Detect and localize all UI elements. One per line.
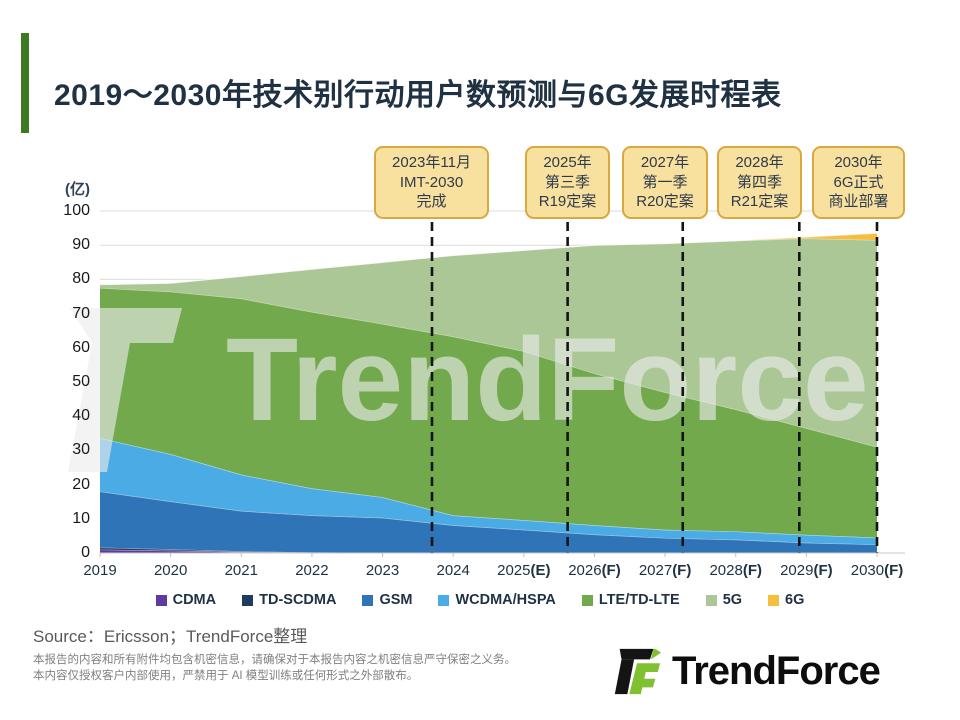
page-title: 2019～2030年技术别行动用户数预测与6G发展时程表	[54, 79, 782, 112]
source-text: Source：Ericsson；TrendForce整理	[33, 627, 308, 646]
x-tick-label: 2026(F)	[568, 562, 621, 579]
trendforce-logo-text: TrendForce	[672, 648, 881, 693]
legend-label: LTE/TD-LTE	[598, 592, 680, 608]
milestone-line-text: R19定案	[538, 193, 597, 210]
legend-label: CDMA	[172, 592, 217, 608]
watermark-logo-icon	[68, 343, 130, 472]
legend-label: 5G	[722, 592, 743, 608]
x-tick-label: 2021	[224, 562, 258, 579]
chart-legend: CDMA TD-SCDMA GSM WCDMA/HSPA LTE/TD-LTE 5G 6G	[0, 592, 960, 608]
milestone-line-text: 2023年11月	[392, 154, 471, 171]
legend-item: TD-SCDMA	[242, 592, 336, 608]
milestone-line-text: 2030年	[834, 154, 883, 171]
area-boundary	[99, 232, 878, 286]
milestone-box: 2025年第三季 R19定案	[525, 146, 610, 219]
disclaimer-line-2: 本内容仅授权客户内部使用，严禁用于 AI 模型训练或任何形式之外部散布。	[33, 669, 419, 682]
x-tick-label: 2028(F)	[709, 562, 762, 579]
x-tick-label: 2019	[83, 562, 117, 579]
legend-swatch	[362, 594, 374, 606]
y-tick-label: 0	[81, 544, 90, 561]
x-tick-label: 2022	[295, 562, 329, 579]
legend-swatch	[705, 594, 717, 606]
milestone-line-text: IMT-2030	[399, 173, 464, 191]
trendforce-logo: TrendForce	[610, 644, 881, 698]
legend-item: 5G	[705, 592, 743, 608]
y-axis-unit: (亿)	[65, 181, 90, 198]
legend-label: 6G	[785, 592, 805, 608]
y-tick-label: 20	[72, 475, 90, 493]
legend-label: TD-SCDMA	[259, 592, 337, 608]
x-tick-label: 2023	[365, 562, 400, 579]
legend-swatch	[438, 594, 450, 606]
y-tick-label: 30	[72, 441, 90, 459]
milestone-line-text: 2025年	[543, 154, 592, 171]
watermark-text: TrendForce	[226, 314, 869, 446]
x-tick-label: 2029(F)	[780, 562, 833, 579]
trendforce-logo-icon	[614, 648, 662, 695]
y-tick-label: 60	[72, 338, 90, 356]
legend-label: WCDMA/HSPA	[455, 592, 556, 608]
legend-item: LTE/TD-LTE	[581, 592, 680, 608]
y-tick-label: 50	[72, 373, 90, 390]
area-gsm	[100, 491, 877, 553]
milestone-box: 2028年第四季 R21定案	[717, 146, 802, 219]
y-tick-label: 90	[72, 236, 90, 254]
y-tick-label: 80	[72, 270, 90, 288]
legend-label: GSM	[379, 592, 413, 608]
milestone-line-text: 6G正式	[833, 173, 884, 191]
x-tick-label: 2030(F)	[850, 562, 904, 579]
milestone-line-text: 商业部署	[828, 193, 889, 210]
x-tick-label: 2024	[436, 562, 470, 579]
disclaimer-line-1: 本报告的内容和所有附件均包含机密信息，请确保对于本报告内容之机密信息严守保密之义…	[33, 654, 516, 666]
y-tick-label: 70	[72, 304, 90, 322]
milestone-line-text: R20定案	[636, 193, 694, 210]
milestone-box: 2023年11月 IMT-2030 完成	[374, 146, 489, 219]
x-tick-label: 2027(F)	[638, 562, 692, 579]
milestone-box: 2030年 6G正式商业部署	[812, 146, 905, 219]
milestone-line-text: 第四季	[736, 173, 782, 191]
legend-swatch	[242, 594, 254, 606]
milestone-line-text: R21定案	[730, 193, 789, 210]
area-lte-td-lte	[100, 287, 877, 538]
title-accent-bar	[21, 33, 29, 133]
x-tick-label: 2025(E)	[497, 562, 551, 579]
legend-swatch	[768, 594, 780, 606]
y-tick-label: 40	[72, 407, 90, 425]
disclaimer-text: 本报告的内容和所有附件均包含机密信息，请确保对于本报告内容之机密信息严守保密之义…	[33, 653, 516, 684]
legend-item: 6G	[768, 592, 804, 608]
legend-item: WCDMA/HSPA	[438, 592, 556, 608]
milestone-line-text: 完成	[416, 193, 447, 210]
milestone-line-text: 第一季	[642, 173, 688, 191]
legend-swatch	[581, 594, 593, 606]
y-tick-label: 100	[63, 202, 90, 219]
legend-swatch	[155, 594, 167, 606]
legend-item: CDMA	[155, 592, 217, 608]
watermark-logo-icon	[70, 308, 182, 343]
x-tick-label: 2020	[153, 562, 188, 579]
milestone-line-text: 2028年	[735, 154, 784, 171]
y-tick-label: 10	[72, 509, 90, 527]
milestone-line-text: 第三季	[544, 173, 590, 191]
legend-item: GSM	[362, 592, 412, 608]
milestone-line-text: 2027年	[640, 154, 690, 171]
area-wcdma-hspa	[100, 438, 877, 545]
milestone-box: 2027年第一季 R20定案	[622, 146, 708, 219]
